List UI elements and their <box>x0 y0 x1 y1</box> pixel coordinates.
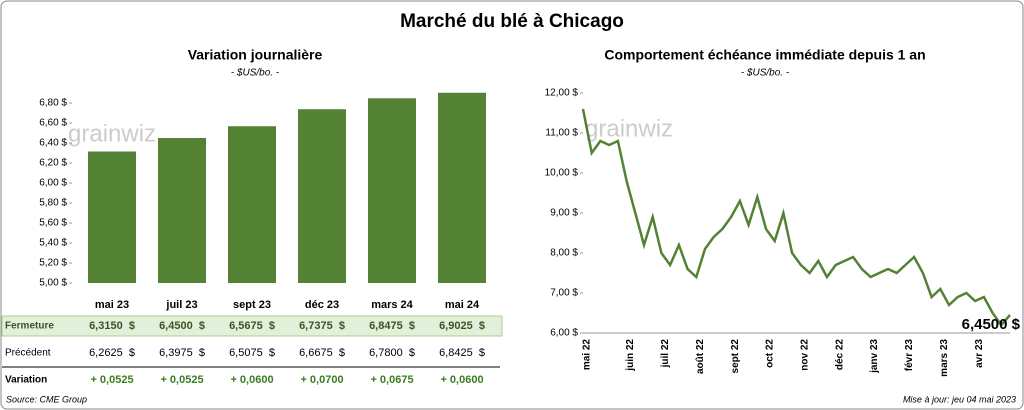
annotation: 6,4500 $ <box>962 316 1021 333</box>
x-tick-label: mai 24 <box>445 299 480 311</box>
x-tick-label: déc 23 <box>305 299 339 311</box>
y-tick-label: 6,00 $ <box>39 178 67 189</box>
x-tick-label: févr 23 <box>904 339 915 372</box>
x-tick-label: mars 23 <box>939 339 950 377</box>
table-cell: + 0,0700 <box>300 374 343 386</box>
y-tick-label: 9,00 $ <box>550 208 578 219</box>
y-tick-label: 8,00 $ <box>550 248 578 259</box>
x-tick-label: janv 23 <box>869 339 880 374</box>
y-tick-label: 6,00 $ <box>550 328 578 339</box>
bar <box>158 138 206 283</box>
x-tick-label: nov 22 <box>799 339 810 371</box>
y-tick-label: 10,00 $ <box>545 168 579 179</box>
chart-subtitle: - $US/bo. - <box>741 68 790 79</box>
table-cell: 6,6675 $ <box>299 347 345 359</box>
row-label: Précédent <box>5 348 51 359</box>
x-tick-label: juil 23 <box>165 299 197 311</box>
table-cell: 6,2625 $ <box>89 347 135 359</box>
y-tick-label: 5,80 $ <box>39 198 67 209</box>
chart-title: Variation journalière <box>188 47 323 63</box>
y-tick-label: 5,60 $ <box>39 218 67 229</box>
bar <box>88 151 136 283</box>
bar <box>368 98 416 283</box>
x-tick-label: août 22 <box>695 339 706 374</box>
bar <box>438 92 486 283</box>
y-tick-label: 6,60 $ <box>39 118 67 129</box>
y-tick-label: 5,00 $ <box>39 278 67 289</box>
x-tick-label: sept 22 <box>730 339 741 374</box>
source: Source: CME Group <box>6 394 87 404</box>
y-tick-label: 6,20 $ <box>39 158 67 169</box>
y-tick-label: 11,00 $ <box>545 128 578 139</box>
x-tick-label: juin 22 <box>625 339 636 372</box>
row-label: Variation <box>5 375 47 386</box>
table-cell: 6,3975 $ <box>159 347 205 359</box>
table-cell: + 0,0600 <box>440 374 483 386</box>
chart-subtitle: - $US/bo. - <box>231 68 280 79</box>
table-cell: 6,9025 $ <box>439 320 485 332</box>
table-cell: + 0,0525 <box>90 374 133 386</box>
x-tick-label: avr 23 <box>974 339 985 368</box>
table-cell: 6,4500 $ <box>159 320 205 332</box>
x-tick-label: oct 22 <box>765 339 776 368</box>
bar <box>298 109 346 283</box>
table-cell: 6,5675 $ <box>229 320 275 332</box>
watermark: grainwiz <box>68 120 156 147</box>
table-cell: 6,7800 $ <box>369 347 415 359</box>
table-cell: 6,3150 $ <box>89 320 135 332</box>
y-tick-label: 5,40 $ <box>39 238 67 249</box>
line <box>581 108 1011 328</box>
watermark: grainwiz <box>585 115 673 142</box>
x-tick-label: sept 23 <box>233 299 271 311</box>
table-cell: 6,5075 $ <box>229 347 275 359</box>
page-title: Marché du blé à Chicago <box>400 11 624 32</box>
x-tick-label: juil 22 <box>660 339 671 369</box>
bar <box>228 126 276 283</box>
x-tick-label: mars 24 <box>371 299 413 311</box>
x-tick-label: déc 22 <box>834 339 845 371</box>
x-tick-label: mai 22 <box>582 339 593 371</box>
table-cell: + 0,0525 <box>160 374 203 386</box>
row-highlight <box>1 315 503 337</box>
table-cell: + 0,0600 <box>230 374 273 386</box>
table-cell: + 0,0675 <box>370 374 413 386</box>
table-cell: 6,8425 $ <box>439 347 485 359</box>
updated: Mise à jour: jeu 04 mai 2023 <box>903 394 1016 404</box>
y-tick-label: 5,20 $ <box>39 258 67 269</box>
y-tick-label: 6,40 $ <box>39 138 67 149</box>
table-cell: 6,7375 $ <box>299 320 345 332</box>
chart-title: Comportement échéance immédiate depuis 1… <box>604 47 925 63</box>
x-tick-label: mai 23 <box>95 299 129 311</box>
y-tick-label: 7,00 $ <box>550 288 578 299</box>
y-tick-label: 12,00 $ <box>545 88 579 99</box>
table-cell: 6,8475 $ <box>369 320 415 332</box>
y-tick-label: 6,80 $ <box>39 98 67 109</box>
row-label: Fermeture <box>5 321 54 332</box>
